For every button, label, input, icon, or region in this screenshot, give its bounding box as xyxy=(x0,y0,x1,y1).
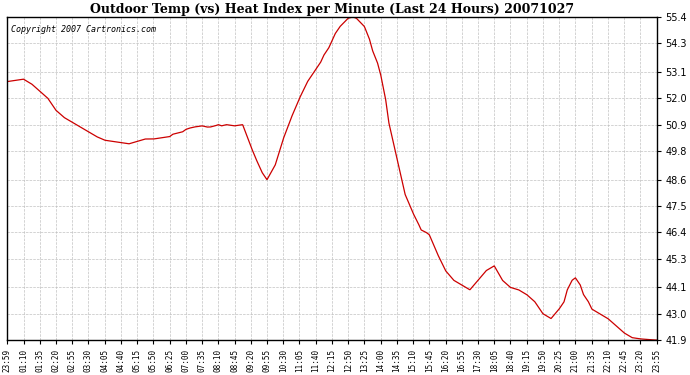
Text: Copyright 2007 Cartronics.com: Copyright 2007 Cartronics.com xyxy=(10,25,155,34)
Title: Outdoor Temp (vs) Heat Index per Minute (Last 24 Hours) 20071027: Outdoor Temp (vs) Heat Index per Minute … xyxy=(90,3,574,16)
